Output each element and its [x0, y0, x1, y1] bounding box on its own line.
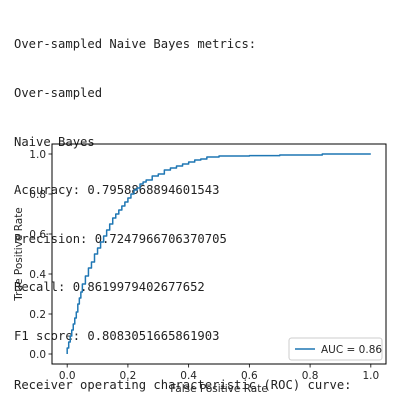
plot-area: [66, 153, 371, 354]
x-tick-label: 0.6: [241, 370, 258, 382]
x-tick-label: 0.0: [59, 370, 76, 382]
cell-output-text: Over-sampled Naive Bayes metrics: Over-s…: [14, 4, 352, 409]
y-tick-label: 0.0: [29, 349, 46, 361]
output-line: Over-sampled: [14, 86, 103, 100]
y-tick-label: 0.8: [29, 189, 46, 201]
output-line: Naive Bayes: [14, 134, 95, 149]
x-tick-label: 0.8: [302, 370, 319, 382]
x-axis: 0.0 0.2 0.4 0.6 0.8 1.0: [59, 364, 379, 382]
legend-box: [288, 337, 383, 361]
x-tick-label: 0.2: [120, 370, 137, 382]
output-line-precision: Precision: 0.7247966706370705: [14, 231, 227, 246]
y-tick-label: 1.0: [29, 149, 46, 161]
x-tick-label: 0.4: [180, 370, 197, 382]
x-axis-label: False Positive Rate: [170, 383, 268, 395]
y-tick-label: 0.4: [29, 269, 46, 281]
output-line: Over-sampled Naive Bayes metrics:: [14, 37, 257, 52]
roc-curve-line: [66, 153, 371, 354]
output-line-f1: F1 score: 0.8083051665861903: [14, 328, 220, 343]
output-line-accuracy: Accuracy: 0.7958868894601543: [14, 183, 220, 198]
legend-entry-auc: AUC = 0.86: [321, 344, 382, 356]
x-tick-label: 1.0: [362, 370, 379, 382]
output-line-recall: Recall: 0.8619979402677652: [14, 280, 205, 295]
y-tick-label: 0.2: [29, 309, 46, 321]
legend: AUC = 0.86: [288, 337, 383, 361]
y-axis-label: True Positive Rate: [13, 207, 25, 302]
y-tick-label: 0.6: [29, 229, 46, 241]
y-axis: 0.0 0.2 0.4 0.6 0.8 1.0: [29, 149, 52, 361]
output-line-roc-heading: Receiver operating characteristic (ROC) …: [14, 377, 352, 392]
axes-frame: [51, 143, 387, 365]
